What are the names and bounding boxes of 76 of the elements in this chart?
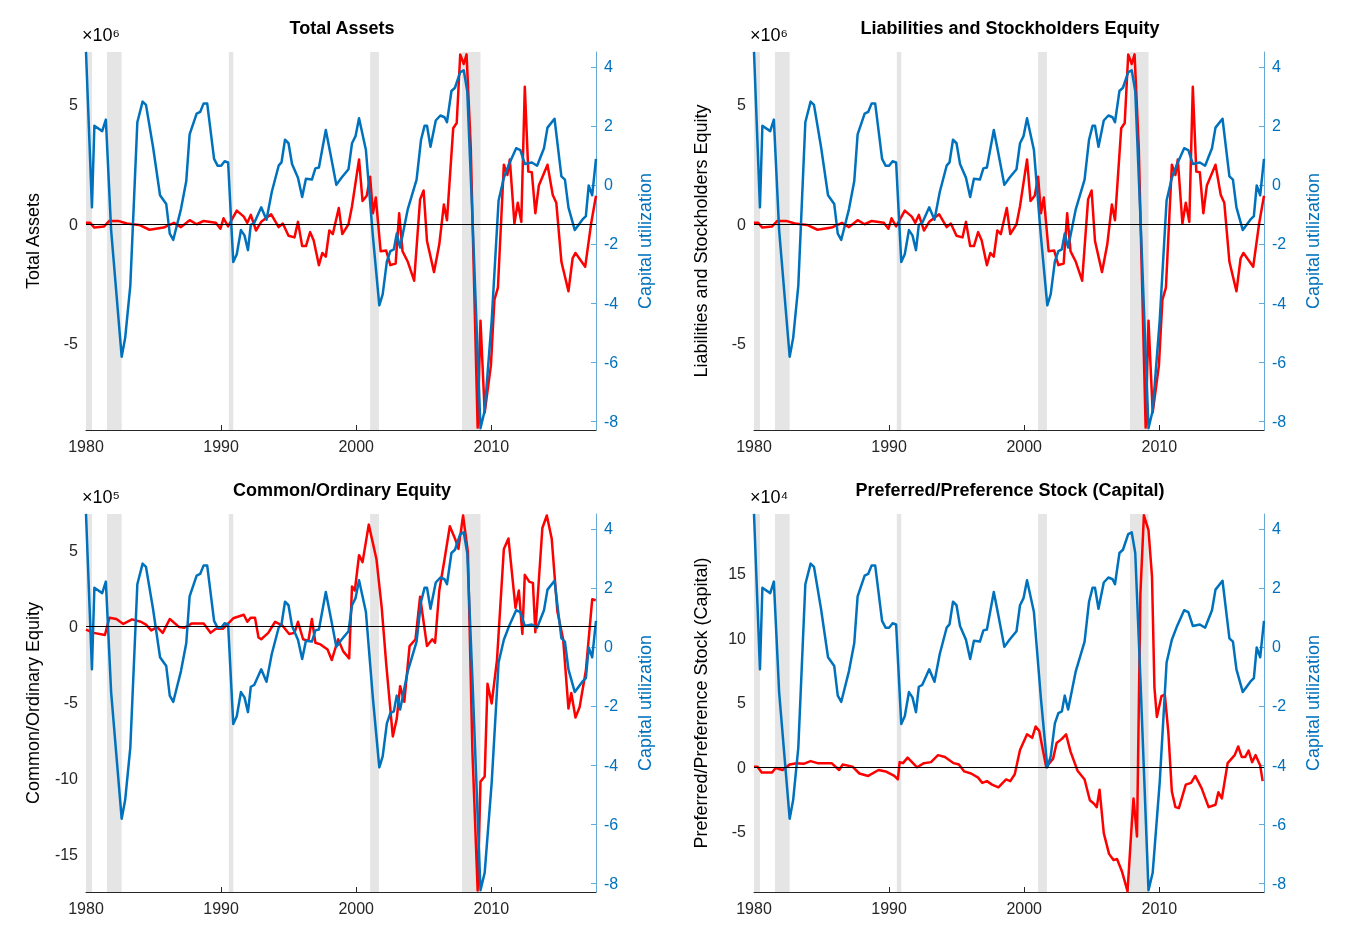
y-tick-label: -5 bbox=[731, 823, 747, 841]
y2-axis-title: Capital utilization bbox=[635, 172, 655, 310]
y2-tick-label: -4 bbox=[1272, 756, 1287, 774]
y-tick-label: -15 bbox=[54, 845, 79, 863]
y-tick-label: 5 bbox=[737, 96, 747, 114]
chart-title: Liabilities and Stockholders Equity bbox=[860, 18, 1160, 38]
y2-tick-label: 4 bbox=[604, 58, 613, 76]
y-tick-label: -10 bbox=[54, 769, 79, 787]
x-tick-label: 1990 bbox=[871, 899, 907, 917]
y-tick-label: -5 bbox=[63, 335, 79, 353]
x-tick-label: 2000 bbox=[338, 899, 375, 917]
y2-tick-label: 0 bbox=[1272, 638, 1281, 656]
y-axis-title: Total Assets bbox=[23, 192, 43, 290]
chart-title: Preferred/Preference Stock (Capital) bbox=[855, 480, 1165, 500]
y-tick-label: -5 bbox=[731, 335, 747, 353]
x-tick-label: 1980 bbox=[736, 899, 772, 917]
x-tick-label: 1980 bbox=[68, 437, 104, 455]
y2-tick-label: -6 bbox=[604, 353, 619, 371]
y2-tick-label: -2 bbox=[604, 235, 619, 253]
y-tick-label: 5 bbox=[737, 694, 747, 712]
x-tick-label: 2010 bbox=[473, 437, 510, 455]
y2-tick-label: 4 bbox=[1272, 520, 1281, 538]
y2-tick-label: 2 bbox=[604, 579, 613, 597]
y2-tick-label: -8 bbox=[604, 412, 619, 430]
y2-tick-label: -4 bbox=[604, 294, 619, 312]
text: ×10⁶ bbox=[82, 25, 120, 45]
y2-tick-label: 2 bbox=[1272, 117, 1281, 135]
y2-tick-label: 0 bbox=[604, 638, 613, 656]
x-tick-label: 2000 bbox=[1006, 437, 1043, 455]
y-tick-label: 0 bbox=[737, 215, 747, 233]
y2-tick-label: -6 bbox=[604, 815, 619, 833]
y2-tick-label: -2 bbox=[1272, 235, 1287, 253]
y-tick-label: 0 bbox=[69, 617, 79, 635]
y-tick-label: 0 bbox=[737, 758, 747, 776]
x-tick-label: 1990 bbox=[871, 437, 907, 455]
x-tick-label: 1990 bbox=[203, 437, 239, 455]
y2-tick-label: -8 bbox=[604, 874, 619, 892]
y-tick-label: 15 bbox=[728, 564, 747, 582]
y2-tick-label: 2 bbox=[1272, 579, 1281, 597]
y-axis-title: Liabilities and Stockholders Equity bbox=[691, 104, 711, 378]
text: ×10⁴ bbox=[750, 487, 789, 507]
chart-title: Total Assets bbox=[289, 18, 395, 38]
y-tick-label: 10 bbox=[728, 629, 747, 647]
x-tick-label: 2000 bbox=[338, 437, 375, 455]
x-tick-label: 2010 bbox=[473, 899, 510, 917]
y2-tick-label: -4 bbox=[604, 756, 619, 774]
y-tick-label: -5 bbox=[63, 693, 79, 711]
y2-tick-label: -2 bbox=[1272, 697, 1287, 715]
y2-tick-label: -6 bbox=[1272, 815, 1287, 833]
y2-tick-label: -4 bbox=[1272, 294, 1287, 312]
text: ×10⁵ bbox=[82, 487, 120, 507]
y-tick-label: 5 bbox=[69, 541, 79, 559]
y-axis-title: Preferred/Preference Stock (Capital) bbox=[691, 557, 711, 849]
y-tick-label: 5 bbox=[69, 96, 79, 114]
y2-tick-label: 4 bbox=[1272, 58, 1281, 76]
x-tick-label: 1980 bbox=[736, 437, 772, 455]
y2-tick-label: 2 bbox=[604, 117, 613, 135]
y-axis-title: Common/Ordinary Equity bbox=[23, 601, 43, 805]
y2-tick-label: 0 bbox=[1272, 176, 1281, 194]
y2-tick-label: 4 bbox=[604, 520, 613, 538]
text: ×10⁶ bbox=[750, 25, 788, 45]
y2-tick-label: -8 bbox=[1272, 874, 1287, 892]
y2-tick-label: -6 bbox=[1272, 353, 1287, 371]
y2-tick-label: -8 bbox=[1272, 412, 1287, 430]
y2-tick-label: -2 bbox=[604, 697, 619, 715]
y2-tick-label: 0 bbox=[604, 176, 613, 194]
y2-axis-title: Capital utilization bbox=[1303, 634, 1323, 772]
x-tick-label: 1990 bbox=[203, 899, 239, 917]
y-tick-label: 0 bbox=[69, 215, 79, 233]
x-tick-label: 2000 bbox=[1006, 899, 1043, 917]
x-tick-label: 1980 bbox=[68, 899, 104, 917]
y2-axis-title: Capital utilization bbox=[635, 634, 655, 772]
x-tick-label: 2010 bbox=[1141, 437, 1178, 455]
y2-axis-title: Capital utilization bbox=[1303, 172, 1323, 310]
x-tick-label: 2010 bbox=[1141, 899, 1178, 917]
chart-title: Common/Ordinary Equity bbox=[232, 480, 452, 500]
